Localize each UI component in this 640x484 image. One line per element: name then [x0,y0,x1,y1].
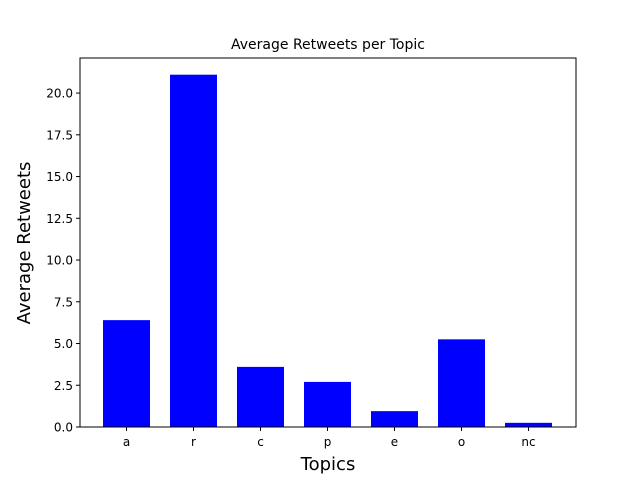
bar-nc [505,422,552,427]
y-tick-label: 2.5 [54,379,73,393]
x-axis-ticks: a r c p e o nc [123,427,536,449]
y-axis-label: Average Retweets [14,162,35,325]
x-tick-label: e [391,435,398,449]
bar-r [170,74,217,427]
bar-e [371,411,418,427]
y-tick-label: 5.0 [54,337,73,351]
bar-c [237,366,284,427]
bar-p [304,381,351,427]
y-tick-label: 12.5 [46,212,73,226]
x-tick-label: p [324,435,332,449]
y-tick-label: 17.5 [46,128,73,142]
x-axis-label: Topics [300,454,356,475]
y-tick-label: 20.0 [46,87,73,101]
chart-title: Average Retweets per Topic [231,37,425,53]
x-tick-label: r [191,435,196,449]
y-tick-label: 7.5 [54,295,73,309]
bars-layer [103,74,552,427]
x-tick-label: nc [521,435,535,449]
x-tick-label: c [257,435,264,449]
y-tick-label: 0.0 [54,421,73,435]
y-axis-ticks: 0.0 2.5 5.0 7.5 10.0 12.5 15.0 17.5 20.0 [46,87,80,435]
plot-area-frame [79,57,577,428]
x-tick-label: o [458,435,465,449]
x-tick-label: a [123,435,130,449]
y-tick-label: 10.0 [46,254,73,268]
bar-o [438,339,485,427]
y-tick-label: 15.0 [46,170,73,184]
bar-a [103,320,150,427]
